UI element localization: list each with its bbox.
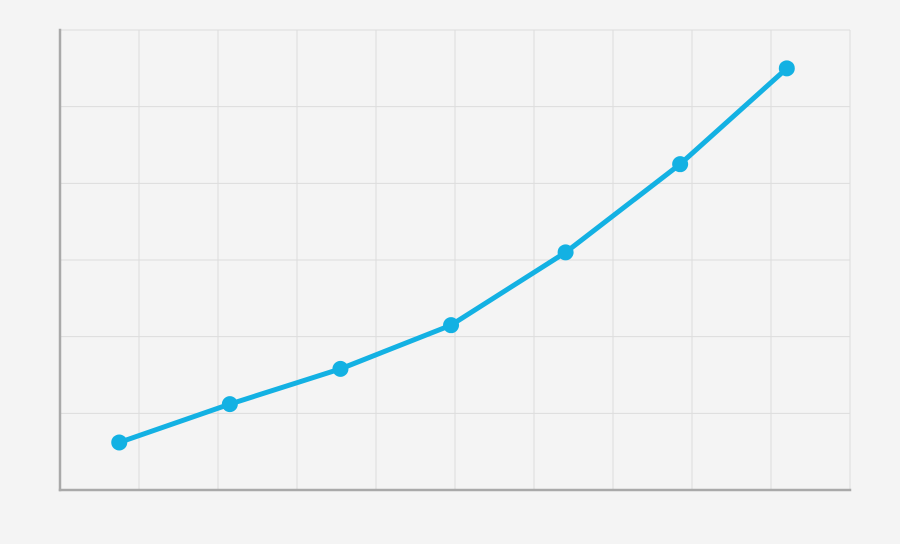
data-point	[222, 396, 238, 412]
data-point	[672, 156, 688, 172]
data-point	[332, 361, 348, 377]
data-point	[558, 244, 574, 260]
data-point	[443, 317, 459, 333]
line-chart	[0, 0, 900, 544]
data-point	[779, 60, 795, 76]
data-point	[111, 434, 127, 450]
chart-background	[0, 0, 900, 544]
chart-svg	[0, 0, 900, 544]
